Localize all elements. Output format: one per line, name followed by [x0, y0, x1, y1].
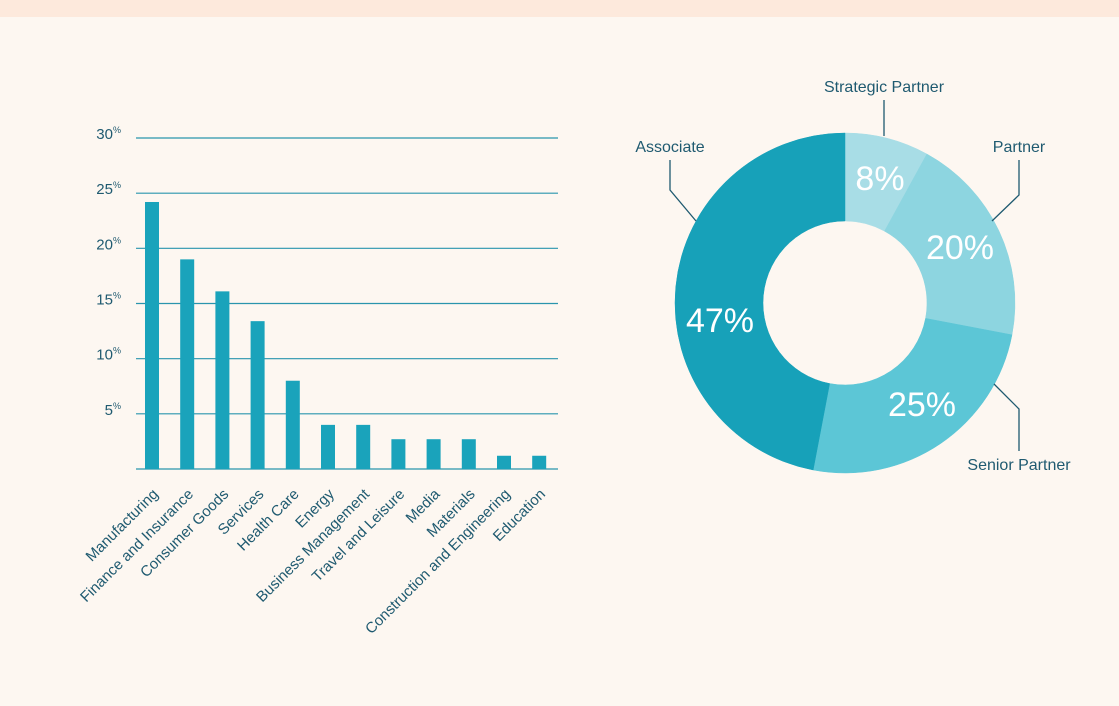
leader-line — [991, 160, 1020, 222]
slice-label: Partner — [993, 139, 1046, 156]
slice-partner — [884, 153, 1016, 336]
donut-leader-lines — [669, 100, 1020, 451]
y-tick-label: 20% — [96, 235, 121, 253]
y-tick-label: 30% — [96, 125, 121, 143]
slice-label: Associate — [635, 139, 704, 156]
top-band — [0, 0, 1119, 17]
grid-lines — [136, 137, 558, 470]
bar-construction-and-engineering — [497, 455, 511, 469]
donut-slices — [674, 132, 1016, 474]
bar-manufacturing — [145, 201, 159, 469]
slice-value-label: 47% — [686, 302, 754, 340]
y-tick-label: 15% — [96, 291, 121, 309]
bar-business-management — [356, 424, 371, 469]
y-tick-label: 10% — [96, 346, 121, 364]
bar-consumer-goods — [215, 291, 230, 469]
bar-media — [426, 439, 441, 469]
bar-services — [250, 321, 265, 469]
bar-finance-and-insurance — [180, 259, 195, 469]
leader-line — [669, 160, 697, 222]
slice-value-label: 8% — [855, 160, 904, 198]
leader-line — [993, 383, 1020, 451]
donut-values: 8% 20% 25% 47% — [686, 160, 994, 424]
y-axis-ticks: 5% 10% 15% 20% 25% 30% — [96, 125, 121, 419]
slice-label: Senior Partner — [967, 457, 1071, 474]
donut-chart: 8% 20% 25% 47% Strategic Partner Partner Seni… — [635, 79, 1071, 474]
bar-travel-and-leisure — [391, 439, 406, 469]
y-tick-label: 25% — [96, 180, 121, 198]
bar-health-care — [285, 380, 300, 469]
slice-label: Strategic Partner — [824, 79, 945, 96]
slice-value-label: 25% — [888, 386, 956, 424]
bar-education — [532, 455, 547, 469]
donut-labels: Strategic Partner Partner Senior Partner As… — [635, 79, 1071, 474]
slice-senior-partner — [812, 318, 1013, 474]
slice-value-label: 20% — [926, 229, 994, 267]
bars — [145, 201, 547, 469]
bar-energy — [321, 424, 335, 469]
bar-materials — [461, 439, 476, 469]
y-tick-label: 5% — [105, 401, 121, 419]
